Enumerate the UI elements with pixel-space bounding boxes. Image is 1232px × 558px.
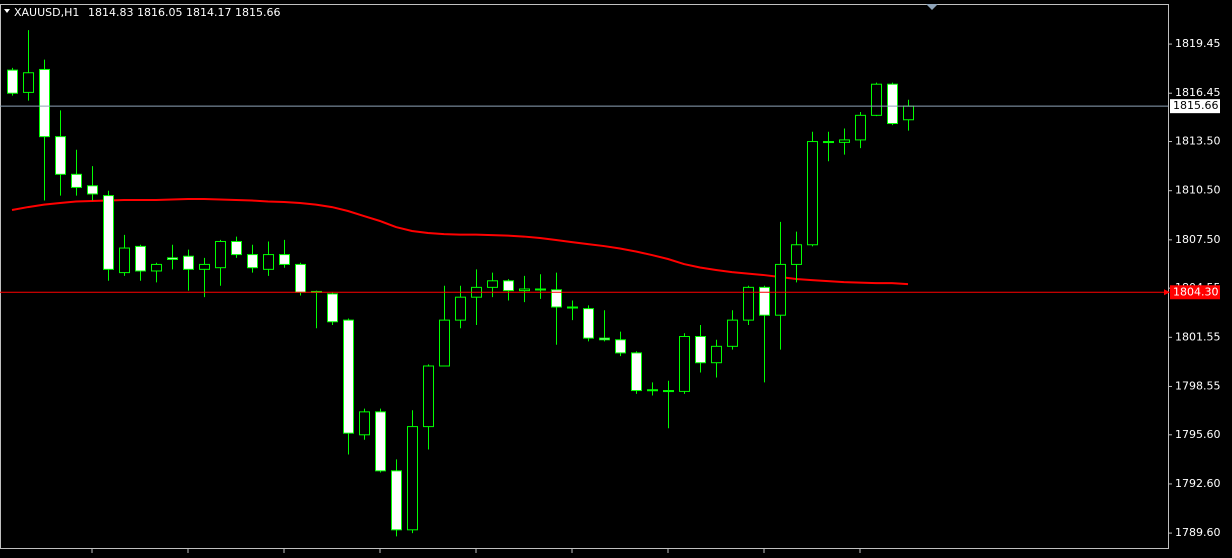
candle-body [887, 83, 898, 125]
candle-body [231, 240, 242, 256]
candle-body [503, 280, 514, 292]
candle-body [295, 263, 306, 293]
y-tick-label: 1816.45 [1175, 86, 1221, 99]
candle-body [135, 245, 146, 272]
candle-body [775, 263, 786, 316]
candle-body [903, 105, 914, 121]
y-tick-label: 1810.50 [1175, 184, 1221, 197]
candle-body [791, 244, 802, 265]
bid-label: 1815.66 [1173, 99, 1219, 112]
candle-body [615, 339, 626, 354]
header-close: 1815.66 [235, 6, 281, 19]
candle-body [855, 114, 866, 141]
candle-body [487, 280, 498, 288]
header-high: 1816.05 [137, 6, 183, 19]
candle-body [215, 240, 226, 269]
candle-body [823, 141, 834, 144]
candle-body [631, 352, 642, 392]
candle-body [839, 139, 850, 143]
y-tick-label: 1819.45 [1175, 37, 1221, 50]
candle-body [167, 257, 178, 261]
candle-body [439, 319, 450, 367]
candle-body [359, 411, 370, 436]
menu-arrow[interactable] [4, 9, 10, 13]
candle-body [39, 68, 50, 138]
header-open: 1814.83 [88, 6, 134, 19]
bid-label-box [1170, 99, 1220, 114]
candle-body [679, 335, 690, 392]
candle-body [455, 296, 466, 321]
level-label-box [1170, 285, 1220, 300]
candle-body [7, 69, 18, 94]
y-tick-label: 1792.60 [1175, 477, 1221, 490]
candle-body [871, 83, 882, 116]
x-axis-ticks [91, 548, 861, 553]
candle-body [103, 195, 114, 270]
candle-body [695, 335, 706, 364]
candle-body [423, 365, 434, 428]
candle-body [599, 337, 610, 341]
y-tick-label: 1798.55 [1175, 379, 1221, 392]
candle-body [71, 173, 82, 188]
candle-body [343, 319, 354, 434]
level-arrow [1164, 289, 1170, 296]
level-label: 1804.30 [1173, 285, 1219, 298]
candle-body [279, 254, 290, 265]
candle-body [663, 390, 674, 393]
candle-body [263, 254, 274, 270]
header-low: 1814.17 [186, 6, 232, 19]
candle-body [247, 254, 258, 269]
y-tick-label: 1813.50 [1175, 135, 1221, 148]
y-tick-label: 1789.60 [1175, 526, 1221, 539]
candle-body [407, 426, 418, 531]
candle-body [727, 319, 738, 347]
candle-body [535, 288, 546, 291]
y-tick-label: 1801.55 [1175, 330, 1221, 343]
chart-frame [0, 4, 1169, 549]
candle-body [119, 247, 130, 274]
shift-marker [926, 4, 938, 10]
moving-average [11, 198, 909, 286]
candle-body [23, 72, 34, 93]
candle-body [391, 470, 402, 531]
candle-body [375, 411, 386, 472]
candle-body [759, 286, 770, 316]
candle-body [551, 289, 562, 308]
candle-body [711, 345, 722, 364]
candle-body [327, 293, 338, 323]
candle-body [87, 185, 98, 195]
candle-body [183, 255, 194, 270]
candle-body [567, 306, 578, 309]
candle-body [743, 286, 754, 321]
candle-body [647, 389, 658, 392]
candle-body [151, 263, 162, 272]
candle-body [55, 136, 66, 175]
candle-body [807, 141, 818, 246]
candle-body [199, 263, 210, 270]
candle-body [583, 308, 594, 339]
y-tick-label: 1795.60 [1175, 428, 1221, 441]
y-tick-label: 1807.50 [1175, 233, 1221, 246]
candle-body [519, 288, 530, 292]
chart-title: XAUUSD,H1 [14, 6, 79, 19]
